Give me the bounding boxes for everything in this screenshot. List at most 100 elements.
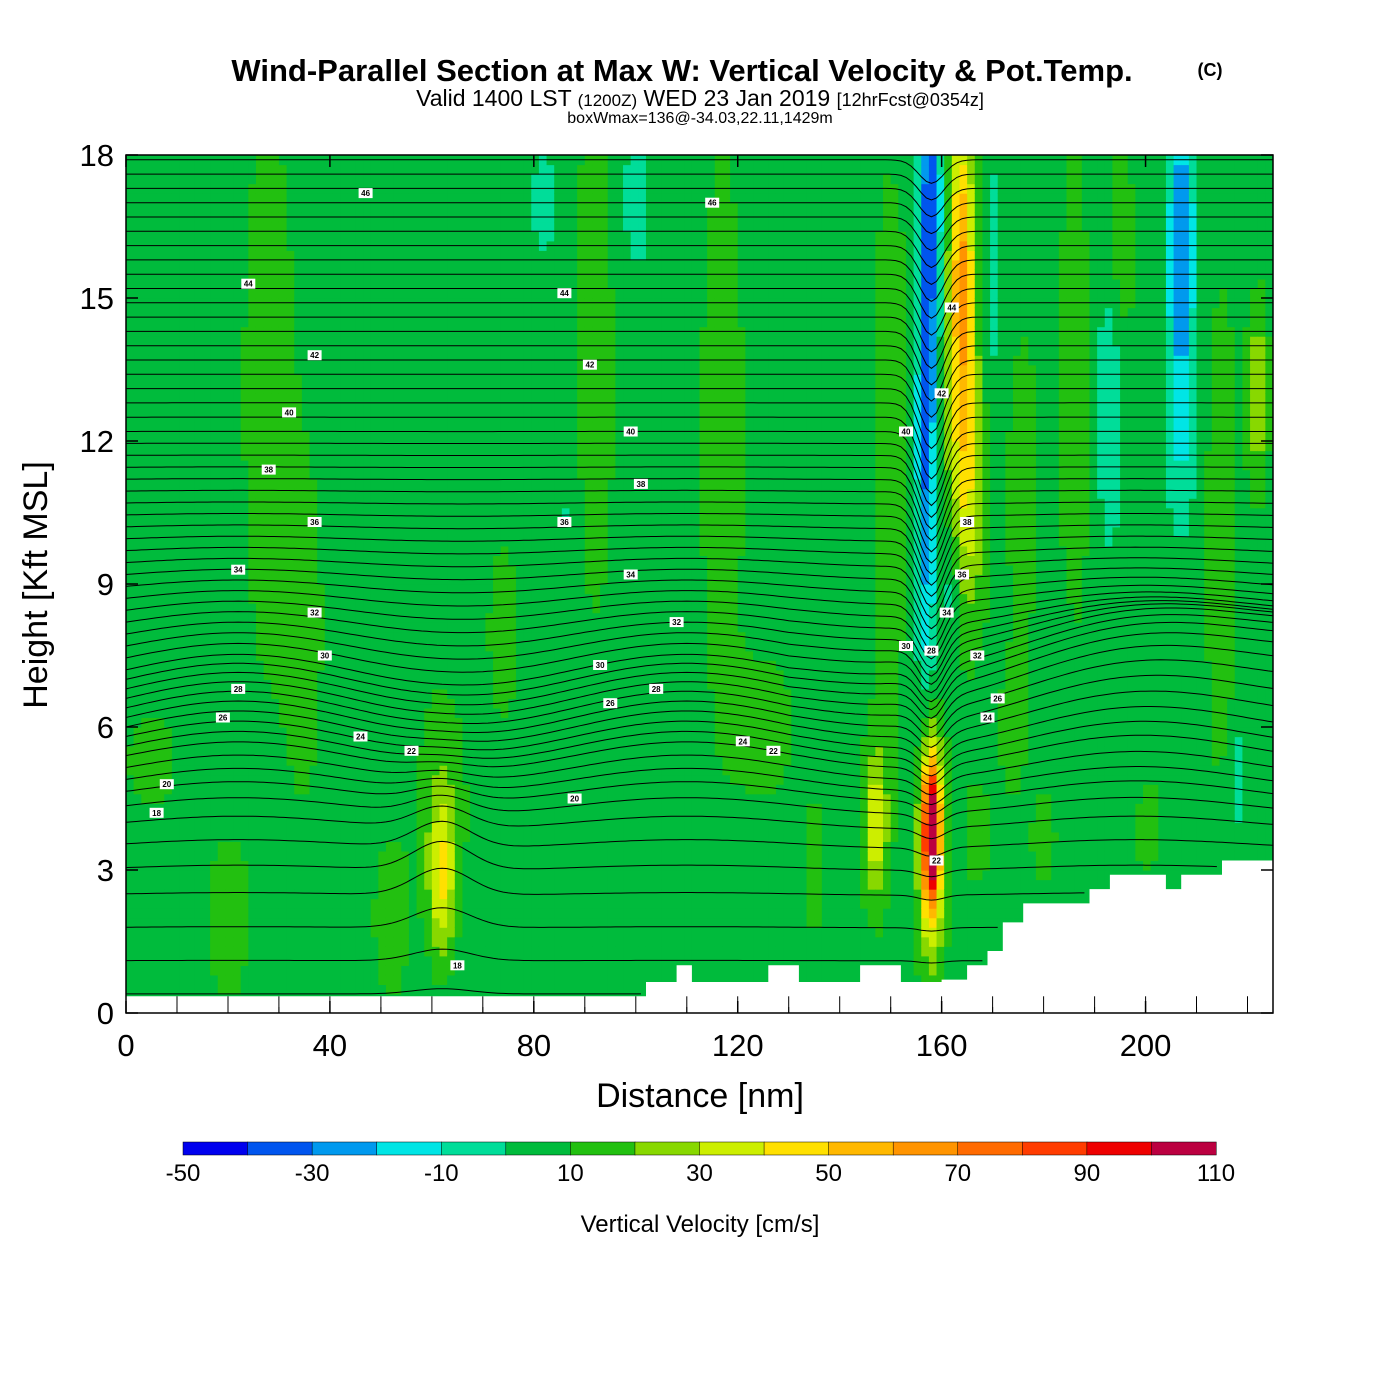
velocity-cell: [217, 717, 227, 728]
velocity-cell: [462, 259, 471, 270]
velocity-cell: [347, 612, 356, 623]
velocity-cell: [477, 908, 486, 919]
velocity-cell: [370, 812, 379, 823]
velocity-cell: [515, 679, 525, 690]
velocity-cell: [278, 917, 288, 928]
velocity-cell: [431, 965, 441, 976]
velocity-cell: [225, 574, 234, 585]
velocity-cell: [202, 545, 211, 556]
velocity-cell: [240, 488, 249, 499]
velocity-cell: [340, 307, 349, 318]
velocity-cell: [294, 746, 303, 757]
velocity-cell: [332, 545, 341, 556]
velocity-cell: [126, 812, 135, 823]
velocity-cell: [301, 393, 311, 404]
velocity-cell: [171, 498, 181, 509]
velocity-cell: [378, 593, 387, 604]
velocity-cell: [217, 250, 227, 261]
velocity-cell: [263, 336, 272, 347]
velocity-cell: [164, 345, 173, 356]
velocity-cell: [546, 965, 555, 976]
velocity-cell: [179, 984, 188, 995]
velocity-cell: [263, 870, 272, 881]
velocity-cell: [485, 364, 494, 375]
velocity-cell: [255, 545, 265, 556]
velocity-cell: [493, 288, 502, 299]
velocity-cell: [515, 231, 525, 242]
velocity-cell: [416, 555, 425, 566]
velocity-cell: [133, 917, 142, 928]
velocity-cell: [133, 288, 142, 299]
velocity-cell: [401, 898, 410, 909]
velocity-cell: [439, 774, 448, 785]
velocity-cell: [324, 612, 334, 623]
velocity-cell: [523, 431, 532, 442]
velocity-cell: [439, 174, 448, 185]
velocity-cell: [248, 517, 257, 528]
velocity-cell: [454, 174, 464, 185]
velocity-cell: [370, 603, 379, 614]
velocity-cell: [462, 688, 471, 699]
velocity-cell: [156, 402, 165, 413]
velocity-cell: [133, 612, 142, 623]
velocity-cell: [286, 259, 295, 270]
velocity-cell: [454, 736, 464, 747]
velocity-cell: [370, 336, 379, 347]
velocity-cell: [485, 850, 494, 862]
velocity-cell: [164, 784, 173, 795]
velocity-cell: [538, 850, 548, 862]
velocity-cell: [133, 707, 142, 719]
velocity-cell: [408, 479, 418, 490]
velocity-cell: [393, 517, 402, 528]
velocity-cell: [156, 793, 165, 804]
velocity-cell: [141, 564, 150, 576]
velocity-cell: [416, 717, 425, 728]
velocity-cell: [485, 345, 494, 356]
velocity-cell: [508, 393, 517, 404]
velocity-cell: [156, 564, 165, 576]
velocity-cell: [210, 250, 219, 261]
velocity-cell: [233, 841, 242, 852]
velocity-cell: [294, 364, 303, 375]
velocity-cell: [385, 774, 395, 785]
velocity-cell: [523, 364, 532, 375]
velocity-cell: [515, 765, 525, 776]
velocity-cell: [538, 812, 548, 823]
velocity-cell: [531, 612, 540, 623]
velocity-cell: [171, 574, 181, 585]
velocity-cell: [194, 574, 204, 585]
velocity-cell: [225, 498, 234, 509]
velocity-cell: [324, 202, 334, 213]
velocity-cell: [148, 755, 158, 766]
velocity-cell: [309, 965, 318, 976]
velocity-cell: [508, 746, 517, 757]
velocity-cell: [431, 669, 441, 680]
velocity-cell: [447, 612, 456, 623]
velocity-cell: [194, 727, 204, 738]
velocity-cell: [454, 336, 464, 347]
velocity-cell: [271, 202, 280, 213]
velocity-cell: [439, 660, 448, 671]
velocity-cell: [439, 193, 448, 204]
velocity-cell: [531, 603, 540, 614]
velocity-cell: [210, 402, 219, 413]
velocity-cell: [416, 784, 425, 795]
velocity-cell: [508, 784, 517, 795]
velocity-cell: [202, 421, 211, 433]
velocity-cell: [171, 469, 181, 480]
velocity-cell: [393, 336, 402, 347]
velocity-cell: [271, 889, 280, 900]
velocity-cell: [385, 946, 395, 957]
velocity-cell: [164, 974, 173, 985]
velocity-cell: [294, 193, 303, 204]
velocity-cell: [240, 974, 249, 985]
velocity-cell: [523, 707, 532, 719]
velocity-cell: [378, 650, 387, 661]
velocity-cell: [546, 755, 555, 766]
velocity-cell: [424, 908, 433, 919]
velocity-cell: [278, 974, 288, 985]
velocity-cell: [179, 879, 188, 890]
velocity-cell: [485, 584, 494, 595]
velocity-cell: [271, 841, 280, 852]
velocity-cell: [531, 202, 540, 213]
